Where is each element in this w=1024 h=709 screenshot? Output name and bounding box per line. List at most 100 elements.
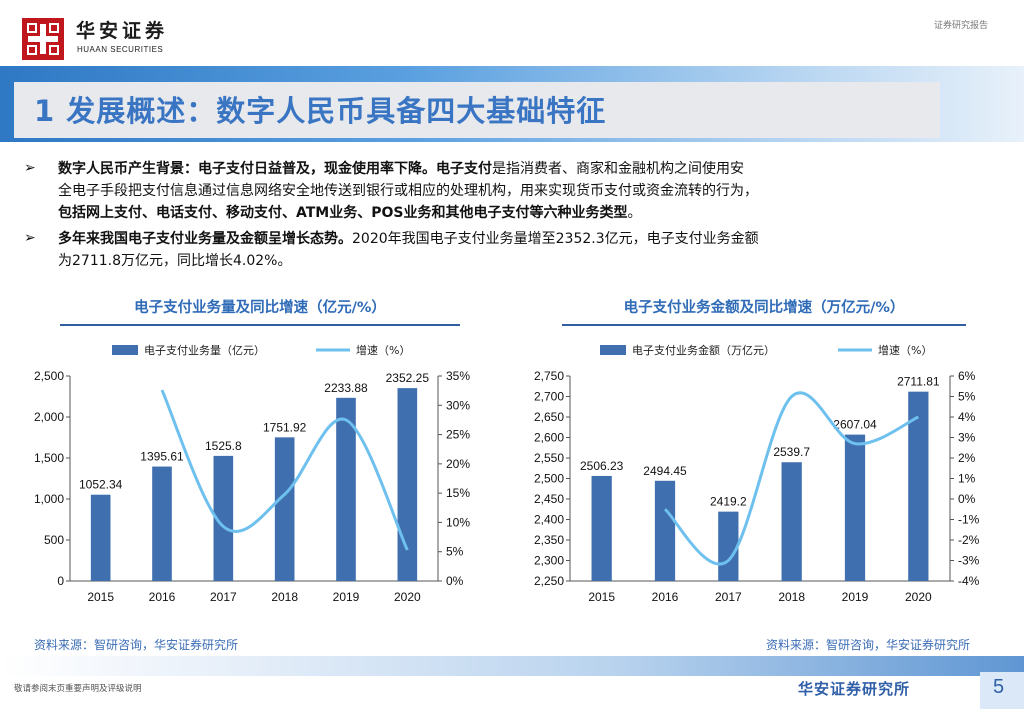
left-chart-y2-tick-label: 10% [446, 515, 470, 529]
bullet-1-text-a: 是指消费者、商家和金融机构之间使用安 [492, 161, 744, 177]
left-chart-y2-tick-label: 30% [446, 398, 470, 412]
right-chart-y-tick-label: 2,300 [534, 554, 564, 568]
left-chart-title-rule [60, 324, 460, 326]
right-chart-bar [718, 511, 739, 581]
left-chart-y2-tick-label: 25% [446, 428, 470, 442]
right-chart-x-tick-label: 2015 [588, 590, 615, 604]
left-chart-data-label: 1052.34 [79, 478, 123, 492]
right-chart-y2-tick-label: -4% [958, 574, 980, 588]
left-chart-y-tick-label: 1,000 [34, 492, 64, 506]
left-chart-x-tick-label: 2018 [271, 590, 298, 604]
report-type-label: 证券研究报告 [933, 21, 988, 31]
right-chart-y2-tick-label: -3% [958, 554, 980, 568]
left-chart-growth-line [160, 389, 409, 551]
right-chart-y2-tick-label: 1% [958, 472, 976, 486]
left-chart-y2-tick-label: 0% [446, 574, 464, 588]
right-chart-y2-tick-label: 3% [958, 431, 976, 445]
left-chart-data-label: 1525.8 [205, 439, 242, 453]
left-chart-bar [274, 437, 295, 581]
right-chart-legend-bar-swatch [600, 345, 626, 355]
bullet-1-types: 包括网上支付、电话支付、移动支付、ATM业务、POS业务和其他电子支付等六种业务… [58, 205, 628, 221]
right-chart-bar [908, 391, 929, 581]
right-chart-data-label: 2506.23 [580, 459, 624, 473]
left-chart-y-tick-label: 1,500 [34, 451, 64, 465]
right-chart-data-label: 2419.2 [710, 495, 747, 509]
right-chart-source: 资料来源：智研咨询，华安证券研究所 [766, 638, 971, 652]
left-chart-legend-bar-swatch [112, 345, 138, 355]
left-chart-y2-tick-label: 15% [446, 486, 470, 500]
right-chart-legend-bar-label: 电子支付业务金额（万亿元） [632, 343, 775, 357]
bullet-2-lead: 多年来我国电子支付业务量及金额呈增长态势。 [58, 231, 352, 247]
right-chart-y2-tick-label: 6% [958, 369, 976, 383]
bullet-arrow-icon: ➢ [24, 230, 36, 246]
logo-icon [22, 18, 64, 60]
right-chart-y-tick-label: 2,700 [534, 390, 564, 404]
left-chart-x-tick-label: 2020 [394, 590, 421, 604]
right-chart-y2-tick-label: 0% [958, 492, 976, 506]
footer-disclaimer: 敬请参阅末页重要声明及评级说明 [14, 684, 142, 694]
right-chart-y-tick-label: 2,400 [534, 513, 564, 527]
bullet-1-lead: 数字人民币产生背景：电子支付日益普及，现金使用率下降。 [58, 161, 436, 177]
right-chart-data-label: 2539.7 [773, 445, 810, 459]
right-chart-y-tick-label: 2,500 [534, 472, 564, 486]
left-chart-source: 资料来源：智研咨询，华安证券研究所 [34, 638, 239, 652]
left-chart-legend-line-label: 增速（%） [356, 343, 410, 357]
left-chart-title: 电子支付业务量及同比增速（亿元/%） [134, 300, 386, 316]
left-chart-data-label: 1751.92 [263, 420, 307, 434]
right-chart-legend-line-label: 增速（%） [878, 343, 932, 357]
right-chart-data-label: 2607.04 [833, 418, 877, 432]
left-chart-y-tick-label: 0 [57, 574, 64, 588]
right-chart-y-tick-label: 2,600 [534, 431, 564, 445]
bullet-arrow-icon: ➢ [24, 160, 36, 176]
bullet-1-text-b: 全电子手段把支付信息通过信息网络安全地传送到银行或相应的处理机构，用来实现货币支… [58, 183, 758, 199]
page-number-box [980, 672, 1024, 709]
right-chart-x-tick-label: 2017 [715, 590, 742, 604]
right-chart-bar [654, 480, 676, 581]
left-chart-y2-tick-label: 35% [446, 369, 470, 383]
left-chart-bar [336, 397, 356, 581]
right-chart-growth-line [663, 391, 919, 566]
right-chart-title-rule [562, 324, 966, 326]
left-chart-y-tick-label: 2,500 [34, 369, 64, 383]
title-panel [14, 82, 940, 138]
left-chart-data-label: 1395.61 [140, 450, 184, 464]
bullet-paragraph-2: 多年来我国电子支付业务量及金额呈增长态势。2020年我国电子支付业务量增至235… [58, 228, 978, 272]
logo-text-cn: 华安证券 [76, 20, 169, 42]
bullet-2-text-b: 为2711.8万亿元，同比增长4.02%。 [58, 253, 292, 269]
left-chart-bar [152, 466, 172, 581]
right-chart-y-tick-label: 2,350 [534, 533, 564, 547]
right-chart-x-tick-label: 2018 [778, 590, 805, 604]
right-chart-y-tick-label: 2,750 [534, 369, 564, 383]
right-chart-y-tick-label: 2,650 [534, 410, 564, 424]
left-chart-y2-tick-label: 5% [446, 545, 464, 559]
right-chart-y-tick-label: 2,450 [534, 492, 564, 506]
left-chart-x-tick-label: 2019 [333, 590, 360, 604]
footer-institute: 华安证券研究所 [798, 680, 911, 698]
left-chart: 电子支付业务量（亿元） 增速（%） 0 500 1,000 1,500 2,000 2,500… [34, 343, 470, 604]
left-chart-bar [397, 388, 418, 581]
logo-text-en: HUAAN SECURITIES [77, 45, 164, 54]
page-title: 1 发展概述：数字人民币具备四大基础特征 [34, 94, 607, 128]
left-chart-y-tick-label: 500 [44, 533, 64, 547]
bullet-1-end: 。 [627, 205, 642, 221]
page-number: 5 [993, 676, 1005, 698]
right-chart-data-label: 2494.45 [643, 464, 687, 478]
bullet-paragraph-1: 数字人民币产生背景：电子支付日益普及，现金使用率下降。电子支付是指消费者、商家和… [58, 158, 978, 224]
left-chart-x-tick-label: 2015 [87, 590, 114, 604]
left-chart-legend-bar-label: 电子支付业务量（亿元） [144, 344, 265, 357]
right-chart-x-tick-label: 2016 [652, 590, 679, 604]
right-chart-title: 电子支付业务金额及同比增速（万亿元/%） [623, 300, 905, 316]
left-chart-data-label: 2352.25 [386, 371, 430, 385]
right-chart-y-tick-label: 2,250 [534, 574, 564, 588]
right-chart-y2-tick-label: 4% [958, 410, 976, 424]
right-chart-bar [781, 462, 802, 581]
right-chart-y2-tick-label: -1% [958, 513, 980, 527]
right-chart-x-tick-label: 2019 [842, 590, 869, 604]
right-chart-bar [844, 434, 866, 581]
footer-band [0, 656, 1024, 676]
right-chart-x-tick-label: 2020 [905, 590, 932, 604]
left-chart-data-label: 2233.88 [324, 381, 368, 395]
right-chart: 电子支付业务金额（万亿元） 增速（%） 2,250 2,300 2,350 2,400 2,… [534, 343, 980, 604]
left-chart-x-tick-label: 2016 [149, 590, 176, 604]
right-chart-data-label: 2711.81 [897, 375, 940, 389]
